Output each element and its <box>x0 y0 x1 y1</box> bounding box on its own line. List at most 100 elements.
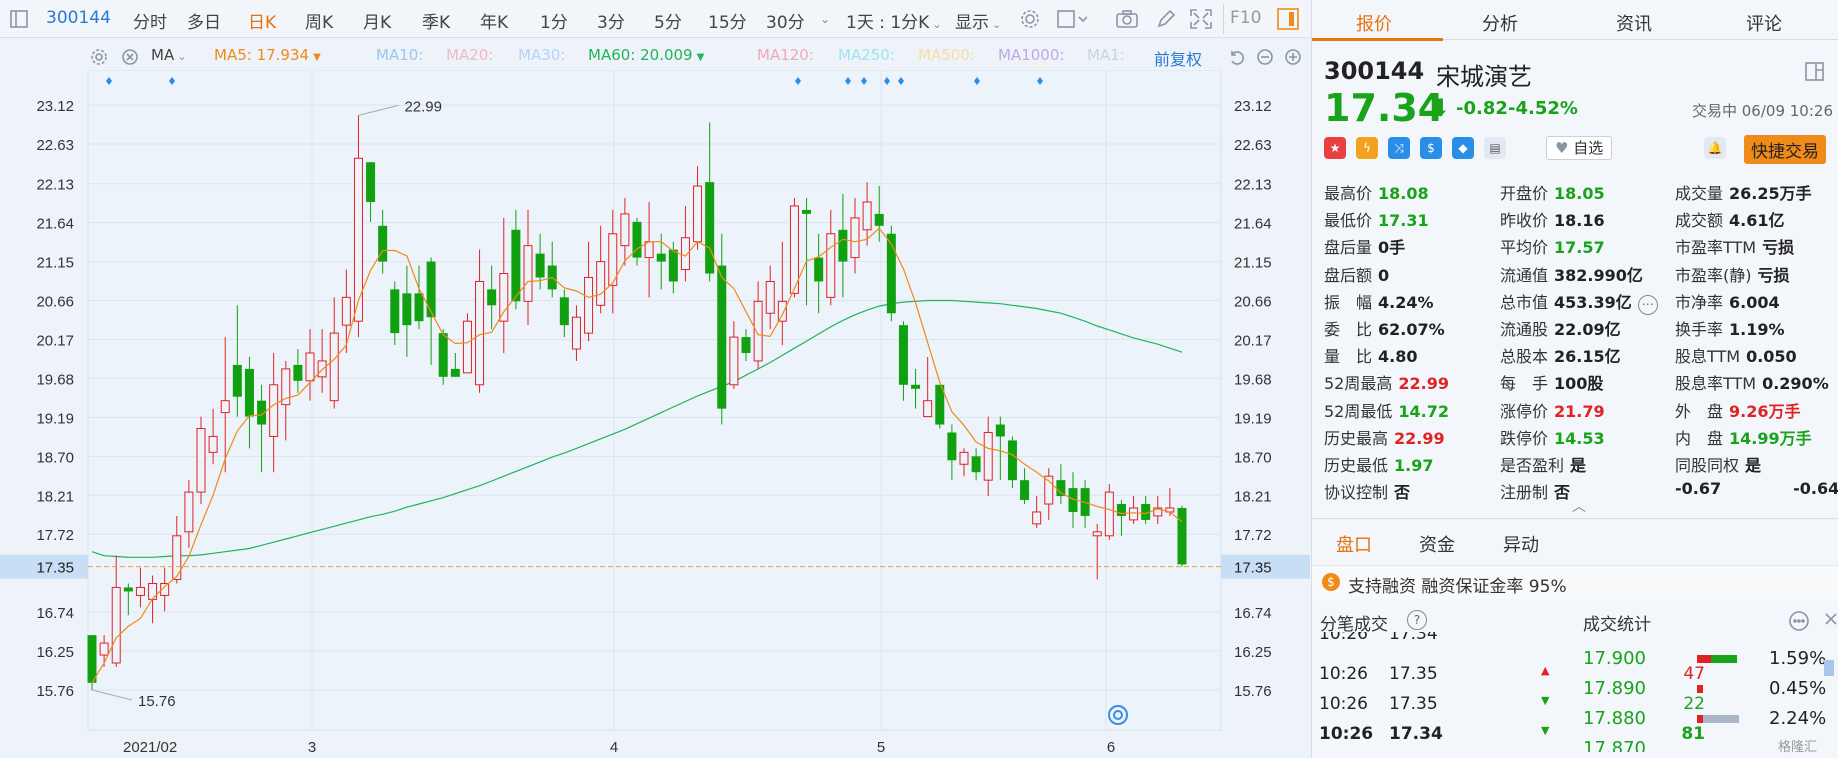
tag-icon[interactable]: ◆ <box>1452 137 1474 159</box>
chevron-down-icon: ⌄ <box>177 50 187 63</box>
frame-select-icon[interactable] <box>1057 9 1088 33</box>
candle-body-up <box>777 300 787 322</box>
quote-field: 委 比 62.07% <box>1324 316 1445 340</box>
chart-logo-icon[interactable] <box>1107 704 1129 730</box>
ma120-label[interactable]: MA120: <box>757 46 814 64</box>
tab-intraday[interactable]: 分时 <box>133 13 167 33</box>
quote-field-value: 14.99万手 <box>1729 428 1812 448</box>
ma10-label[interactable]: MA10: <box>376 46 424 64</box>
tab-capital[interactable]: 资金 <box>1419 535 1455 556</box>
tape-direction-icon: ▼ <box>1541 694 1550 707</box>
quote-field: 最低价 17.31 <box>1324 207 1429 231</box>
scrollbar-thumb[interactable] <box>1824 660 1834 676</box>
f10-button[interactable]: F10 <box>1230 8 1262 28</box>
right-panel-toggle-icon[interactable] <box>1277 8 1299 34</box>
pencil-draw-icon[interactable] <box>1156 9 1176 33</box>
candle-body-up <box>983 431 993 481</box>
tab-weekly-k[interactable]: 周K <box>305 13 334 33</box>
tab-monthly-k[interactable]: 月K <box>363 13 392 33</box>
zoom-out-icon[interactable] <box>1256 48 1274 70</box>
quote-field: 市盈率(静) 亏损 <box>1675 262 1790 286</box>
ma1000-label[interactable]: MA1000: <box>998 46 1065 64</box>
more-options-icon[interactable] <box>1788 610 1810 636</box>
tab-3min[interactable]: 3分 <box>597 13 625 33</box>
china-flag-icon[interactable]: ★ <box>1324 137 1346 159</box>
ma-type-select[interactable]: MA ⌄ <box>151 46 187 64</box>
quote-field-value: 14.72 <box>1398 401 1449 421</box>
sidebar-toggle-icon[interactable] <box>10 10 28 32</box>
quote-field-value: 是 <box>1570 456 1587 475</box>
more-icon[interactable]: ⋯ <box>1637 294 1658 315</box>
ma1-label[interactable]: MA1: <box>1087 46 1125 64</box>
quick-trade-button[interactable]: 快捷交易 <box>1744 135 1826 164</box>
period-select[interactable]: 1天 : 1分K ⌄ <box>846 13 942 33</box>
quote-code: 300144 <box>1324 57 1425 85</box>
ma30-label[interactable]: MA30: <box>518 46 566 64</box>
alert-bell-icon[interactable]: 🔔 <box>1704 137 1726 159</box>
tab-multiday[interactable]: 多日 <box>187 13 221 33</box>
panel-layout-icon[interactable] <box>1805 62 1825 86</box>
bookmark-icon[interactable]: ▤ <box>1484 137 1506 159</box>
tab-15min[interactable]: 15分 <box>708 13 747 33</box>
tab-quote[interactable]: 报价 <box>1356 14 1392 35</box>
candle-body-up <box>789 205 799 294</box>
candle-body-up <box>1032 511 1042 525</box>
candle-body-down <box>87 635 97 683</box>
event-marker-icon <box>169 77 175 85</box>
undo-icon[interactable] <box>1228 48 1246 70</box>
tab-1min[interactable]: 1分 <box>540 13 568 33</box>
y-tick-label-left: 21.15 <box>36 255 74 272</box>
candle-body-up <box>462 320 472 374</box>
tab-daily-k[interactable]: 日K <box>248 13 277 33</box>
shuffle-icon[interactable]: ⤨ <box>1388 137 1410 159</box>
tab-anomaly[interactable]: 异动 <box>1503 535 1539 556</box>
ma-settings-icon[interactable] <box>90 48 108 70</box>
tab-yearly-k[interactable]: 年K <box>480 13 509 33</box>
tab-quarterly-k[interactable]: 季K <box>422 13 451 33</box>
candle-body-down <box>487 289 497 306</box>
panel-close-icon[interactable] <box>1824 612 1838 630</box>
tab-5min[interactable]: 5分 <box>654 13 682 33</box>
y-tick-label-left: 20.66 <box>36 294 74 311</box>
tab-news[interactable]: 资讯 <box>1616 14 1652 35</box>
tab-order-book[interactable]: 盘口 <box>1336 535 1372 556</box>
ma500-label[interactable]: MA500: <box>918 46 975 64</box>
candle-body-down <box>814 257 824 282</box>
collapse-chevron-up-icon[interactable]: ︿ <box>1572 499 1586 515</box>
stock-code[interactable]: 300144 <box>46 8 111 28</box>
camera-icon[interactable] <box>1116 9 1138 33</box>
tab-comments[interactable]: 评论 <box>1746 14 1782 35</box>
add-watchlist-button[interactable]: ♥ 自选 <box>1546 136 1613 160</box>
ma250-label[interactable]: MA250: <box>838 46 895 64</box>
zoom-in-icon[interactable] <box>1284 48 1302 70</box>
help-icon[interactable]: ? <box>1407 610 1427 630</box>
ma5-value[interactable]: MA5: 17.934 ▼ <box>214 46 321 64</box>
candle-body-down <box>717 265 727 409</box>
period-more-icon[interactable]: ⌄ <box>820 12 831 26</box>
ma60-value[interactable]: MA60: 20.009 ▼ <box>588 46 705 64</box>
tape-volume: 81 <box>1681 724 1705 744</box>
chart-canvas[interactable]: 23.12 23.12 22.63 22.63 22.13 22.13 21.64 21.64… <box>0 69 1310 758</box>
dollar-icon[interactable]: $ <box>1420 137 1442 159</box>
quote-field-value: 100股 <box>1554 374 1604 394</box>
quote-field: 市盈率TTM 亏损 <box>1675 234 1794 258</box>
candle-body-down <box>1116 504 1126 516</box>
quote-field-label: 注册制 <box>1500 483 1549 503</box>
tab-30min[interactable]: 30分 <box>766 13 805 33</box>
settings-gear-icon[interactable] <box>1020 9 1040 33</box>
ma-close-icon[interactable] <box>121 48 139 70</box>
candlestick-chart[interactable]: 23.12 23.12 22.63 22.63 22.13 22.13 21.64 21.64… <box>0 69 1310 758</box>
fullscreen-icon[interactable] <box>1190 9 1212 33</box>
candle-body-down <box>450 368 460 377</box>
lightning-icon[interactable]: ϟ <box>1356 137 1378 159</box>
display-menu[interactable]: 显示 ⌄ <box>955 13 1002 33</box>
ma20-label[interactable]: MA20: <box>446 46 494 64</box>
tab-analysis[interactable]: 分析 <box>1482 14 1518 35</box>
stats-volume-bar <box>1697 685 1703 693</box>
quote-field: 总股本 26.15亿 <box>1500 343 1621 367</box>
candle-body-up <box>99 642 109 656</box>
adjust-forward-button[interactable]: 前复权 <box>1154 50 1203 69</box>
price-down-arrow-icon: ⬇ <box>1430 94 1451 122</box>
chart-toolbar: 300144 分时 多日 日K 周K 月K 季K 年K 1分 3分 5分 15分… <box>0 0 1310 38</box>
x-tick-label: 4 <box>610 739 618 756</box>
